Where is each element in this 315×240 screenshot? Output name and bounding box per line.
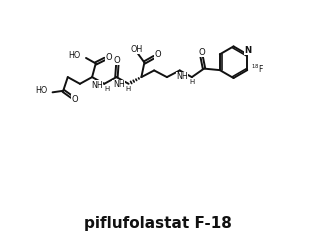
Text: NH: NH <box>91 81 103 90</box>
Text: NH: NH <box>176 72 188 81</box>
Text: H: H <box>189 79 194 85</box>
Text: NH: NH <box>113 80 125 89</box>
Text: $^{18}$F: $^{18}$F <box>251 63 265 75</box>
Text: H: H <box>104 86 109 92</box>
Text: O: O <box>198 48 205 57</box>
Text: piflufolastat F-18: piflufolastat F-18 <box>83 216 232 232</box>
Text: O: O <box>105 53 112 61</box>
Text: O: O <box>72 95 78 104</box>
Text: N: N <box>244 46 251 55</box>
Text: HO: HO <box>69 51 81 60</box>
Text: H: H <box>126 86 131 92</box>
Text: HO: HO <box>35 86 47 95</box>
Text: O: O <box>114 56 121 65</box>
Text: OH: OH <box>130 45 142 54</box>
Text: O: O <box>154 50 161 60</box>
